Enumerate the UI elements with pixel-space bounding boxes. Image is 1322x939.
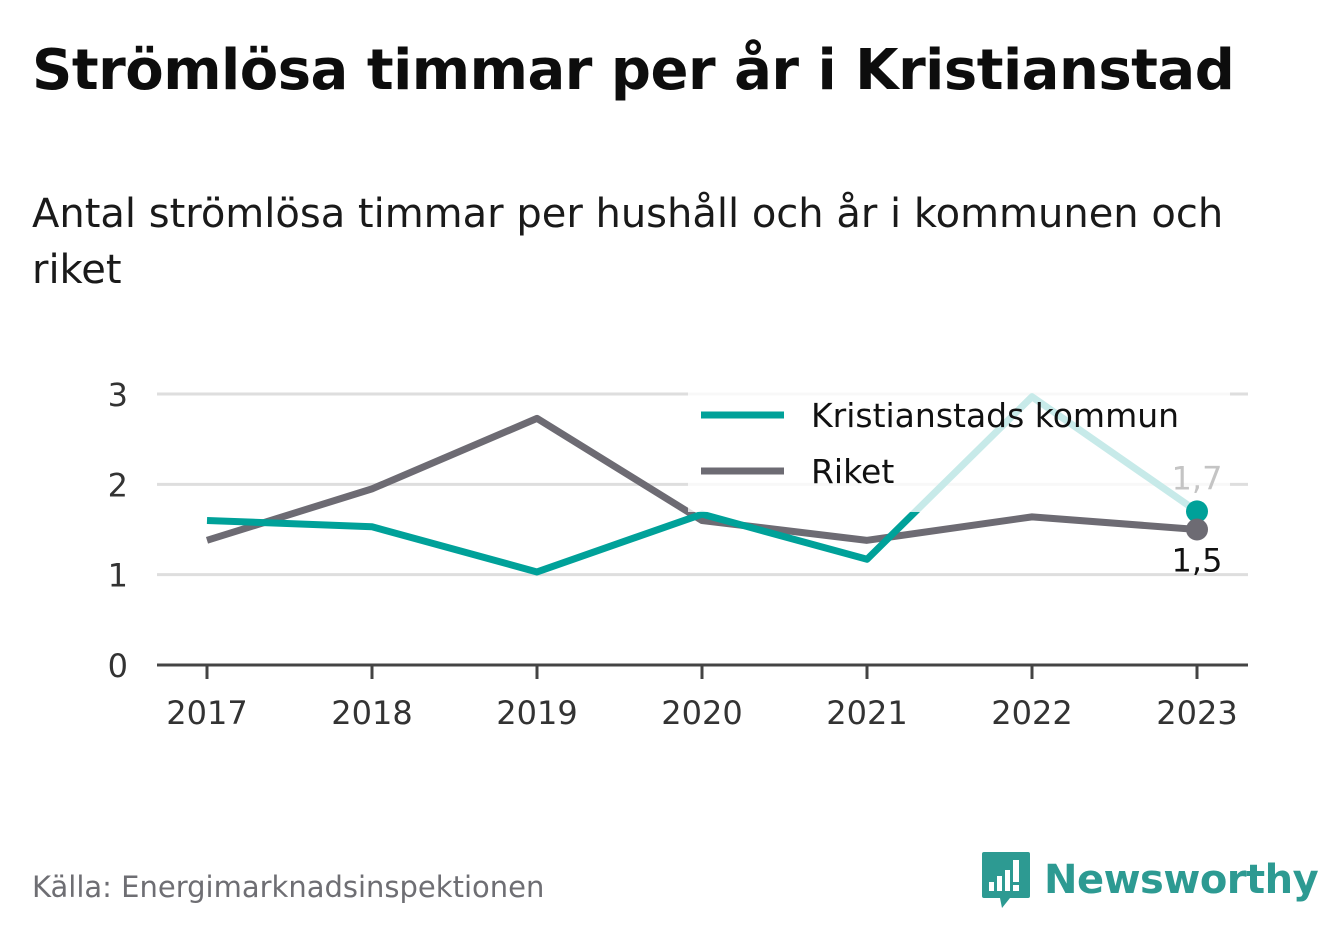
end-label-riket: 1,5 [1172,542,1223,580]
legend-background [688,382,1230,512]
brand-logo: Newsworthy [980,850,1319,910]
y-tick-label: 1 [108,557,128,595]
x-tick-label: 2019 [496,694,577,732]
end-point-kristianstad [1186,500,1208,523]
end-labels: 1,7 1,5 [1172,459,1223,579]
y-tick-label: 3 [108,376,128,414]
legend-label: Riket [811,452,894,491]
x-axis-ticks: 2017 2018 2019 2020 2021 2022 2023 [166,665,1238,732]
series-line-riket [205,414,1198,544]
x-tick-label: 2023 [1156,694,1237,732]
x-tick-label: 2021 [826,694,907,732]
y-axis-ticks: 0 1 2 3 [108,376,128,685]
chart-title: Strömlösa timmar per år i Kristianstad [32,38,1235,103]
brand-name: Newsworthy [1044,857,1319,903]
x-tick-label: 2022 [991,694,1072,732]
y-tick-label: 2 [108,466,128,504]
x-tick-label: 2020 [661,694,742,732]
x-tick-label: 2017 [166,694,247,732]
legend-label: Kristianstads kommun [811,396,1179,435]
legend: Kristianstads kommun Riket [688,382,1230,512]
end-point-riket [1186,518,1208,541]
source-note: Källa: Energimarknadsinspektionen [32,870,545,904]
y-tick-label: 0 [108,647,128,685]
x-tick-label: 2018 [331,694,412,732]
end-label-kristianstad: 1,7 [1172,459,1223,497]
newsworthy-logo-icon [982,852,1030,908]
chart-subtitle: Antal strömlösa timmar per hushåll och å… [32,191,1224,293]
